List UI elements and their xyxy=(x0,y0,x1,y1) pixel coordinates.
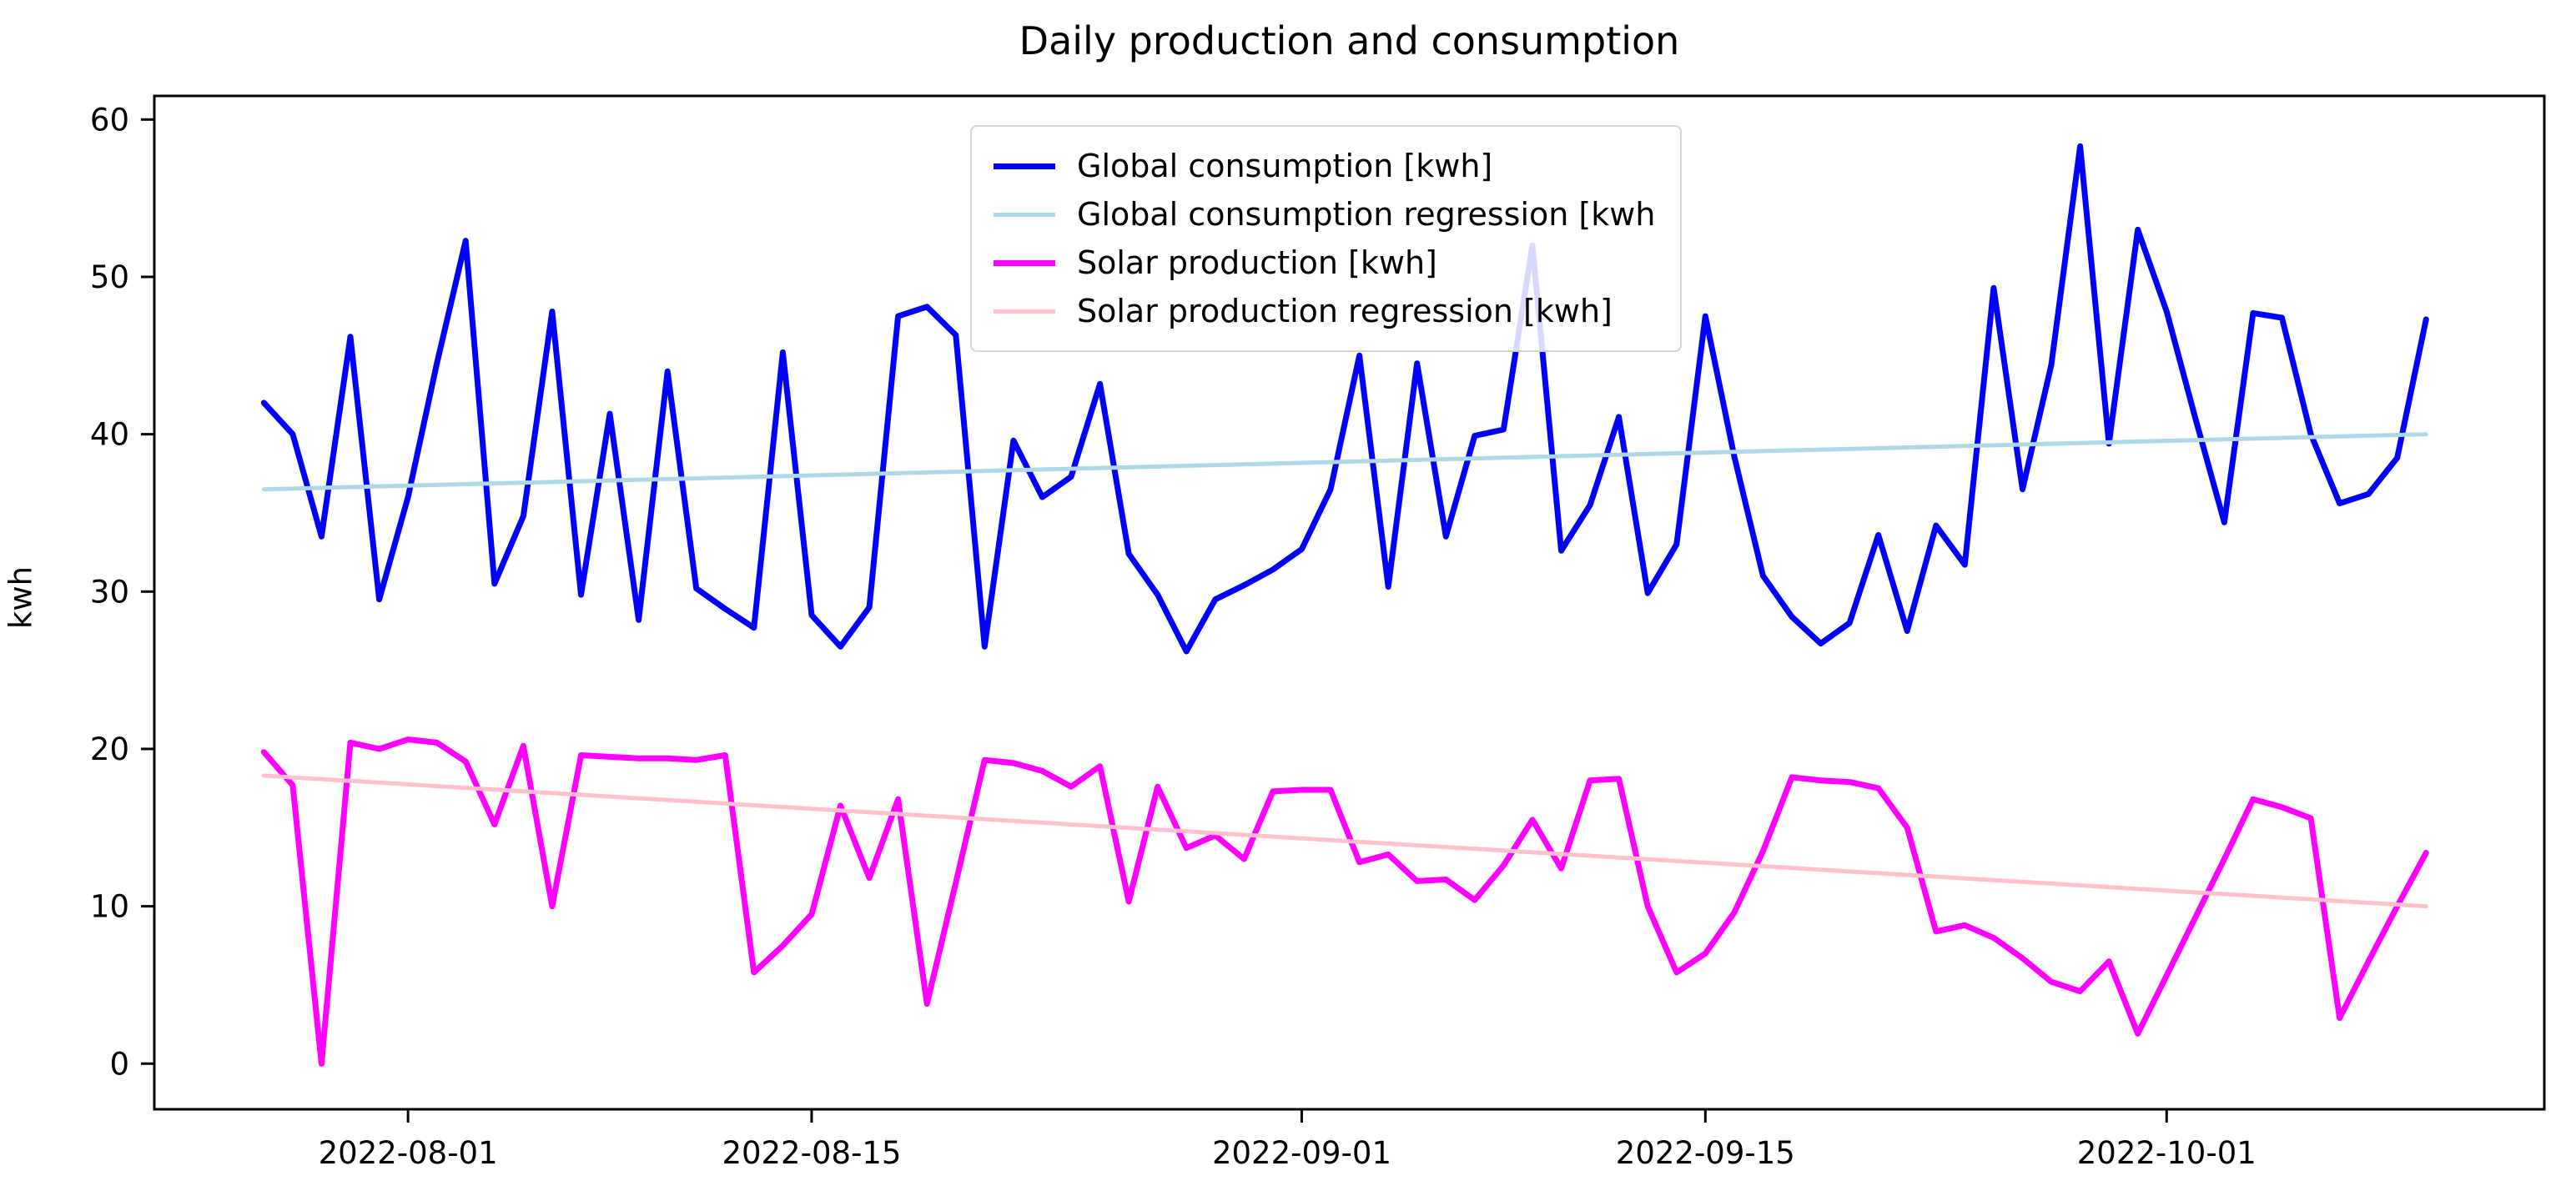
chart-title: Daily production and consumption xyxy=(1019,18,1680,63)
legend-entry: Global consumption regression [kwh xyxy=(994,190,1655,239)
x-tick-label: 2022-08-01 xyxy=(319,1135,498,1171)
legend-entry: Global consumption [kwh] xyxy=(994,142,1655,190)
solar-production-kwh-line xyxy=(260,736,2429,1067)
solar-production-regression-kwh-line xyxy=(261,773,2428,909)
axes-frame xyxy=(153,94,2546,1111)
legend-line-sample xyxy=(994,259,1055,266)
legend-entry-label: Global consumption regression [kwh xyxy=(1077,196,1656,233)
legend-entry: Solar production regression [kwh] xyxy=(994,287,1655,335)
y-tick-label: 50 xyxy=(90,259,129,295)
legend-entry-label: Solar production regression [kwh] xyxy=(1077,293,1613,329)
legend-line-sample xyxy=(994,309,1055,314)
legend-line-sample xyxy=(994,212,1055,217)
x-tick-label: 2022-09-01 xyxy=(1212,1135,1391,1171)
legend: Global consumption [kwh] Global consumpti… xyxy=(970,125,1683,352)
x-tick-label: 2022-09-15 xyxy=(1616,1135,1795,1171)
legend-line-sample xyxy=(994,163,1055,169)
legend-entry: Solar production [kwh] xyxy=(994,239,1655,287)
x-tick-label: 2022-08-15 xyxy=(722,1135,901,1171)
y-tick-label: 60 xyxy=(90,102,129,138)
x-tick-label: 2022-10-01 xyxy=(2077,1135,2257,1171)
y-tick-label: 10 xyxy=(90,889,129,925)
global-consumption-regression-kwh-line xyxy=(261,432,2428,492)
legend-entry-label: Global consumption [kwh] xyxy=(1077,148,1493,184)
y-tick-label: 30 xyxy=(90,574,129,610)
y-tick-label: 0 xyxy=(109,1046,129,1082)
legend-entry-label: Solar production [kwh] xyxy=(1077,244,1437,281)
y-tick-label: 20 xyxy=(90,731,129,767)
y-tick-label: 40 xyxy=(90,417,129,453)
global-consumption-kwh-line xyxy=(260,143,2429,655)
